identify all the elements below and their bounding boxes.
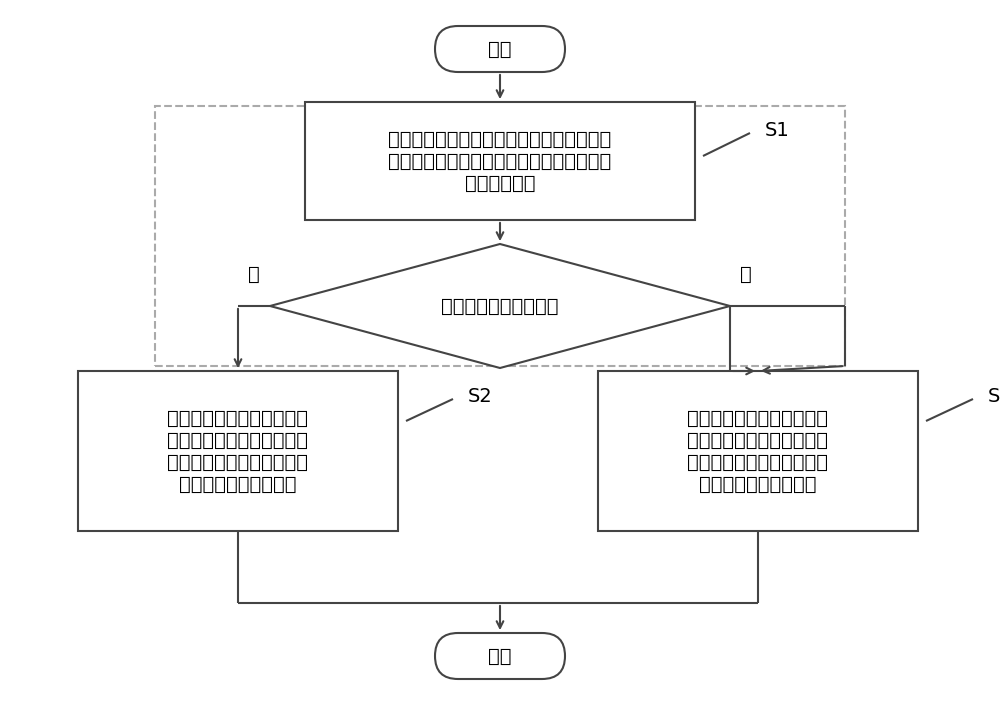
- Polygon shape: [270, 244, 730, 368]
- Text: 否: 否: [248, 265, 260, 284]
- FancyBboxPatch shape: [78, 371, 398, 531]
- Text: 是: 是: [740, 265, 752, 284]
- Text: 开始: 开始: [488, 40, 512, 58]
- Text: 在执行飞行任务过程中，控制第一位置检测
与收放控制设备和第二位置检测与收放控制
设备同时上电: 在执行飞行任务过程中，控制第一位置检测 与收放控制设备和第二位置检测与收放控制 …: [388, 130, 612, 193]
- FancyBboxPatch shape: [598, 371, 918, 531]
- Text: S2: S2: [468, 386, 493, 405]
- Text: 采用组合式控制方式控制第
一位置检测与收放控制设备
和第二位置检测与收放控制
设备执行飞行任务控制: 采用组合式控制方式控制第 一位置检测与收放控制设备 和第二位置检测与收放控制 设…: [168, 409, 308, 493]
- Text: S3: S3: [988, 386, 1000, 405]
- Text: S1: S1: [765, 122, 790, 141]
- Text: 结束: 结束: [488, 647, 512, 665]
- FancyBboxPatch shape: [305, 102, 695, 220]
- Text: 输出驱动电路出现故障: 输出驱动电路出现故障: [441, 296, 559, 316]
- FancyBboxPatch shape: [435, 633, 565, 679]
- FancyBboxPatch shape: [435, 26, 565, 72]
- Text: 采用轮换式控制方式控制第
一位置检测与收放控制设备
和第二位置检测与收放控制
设备执行飞行任务控制: 采用轮换式控制方式控制第 一位置检测与收放控制设备 和第二位置检测与收放控制 设…: [688, 409, 828, 493]
